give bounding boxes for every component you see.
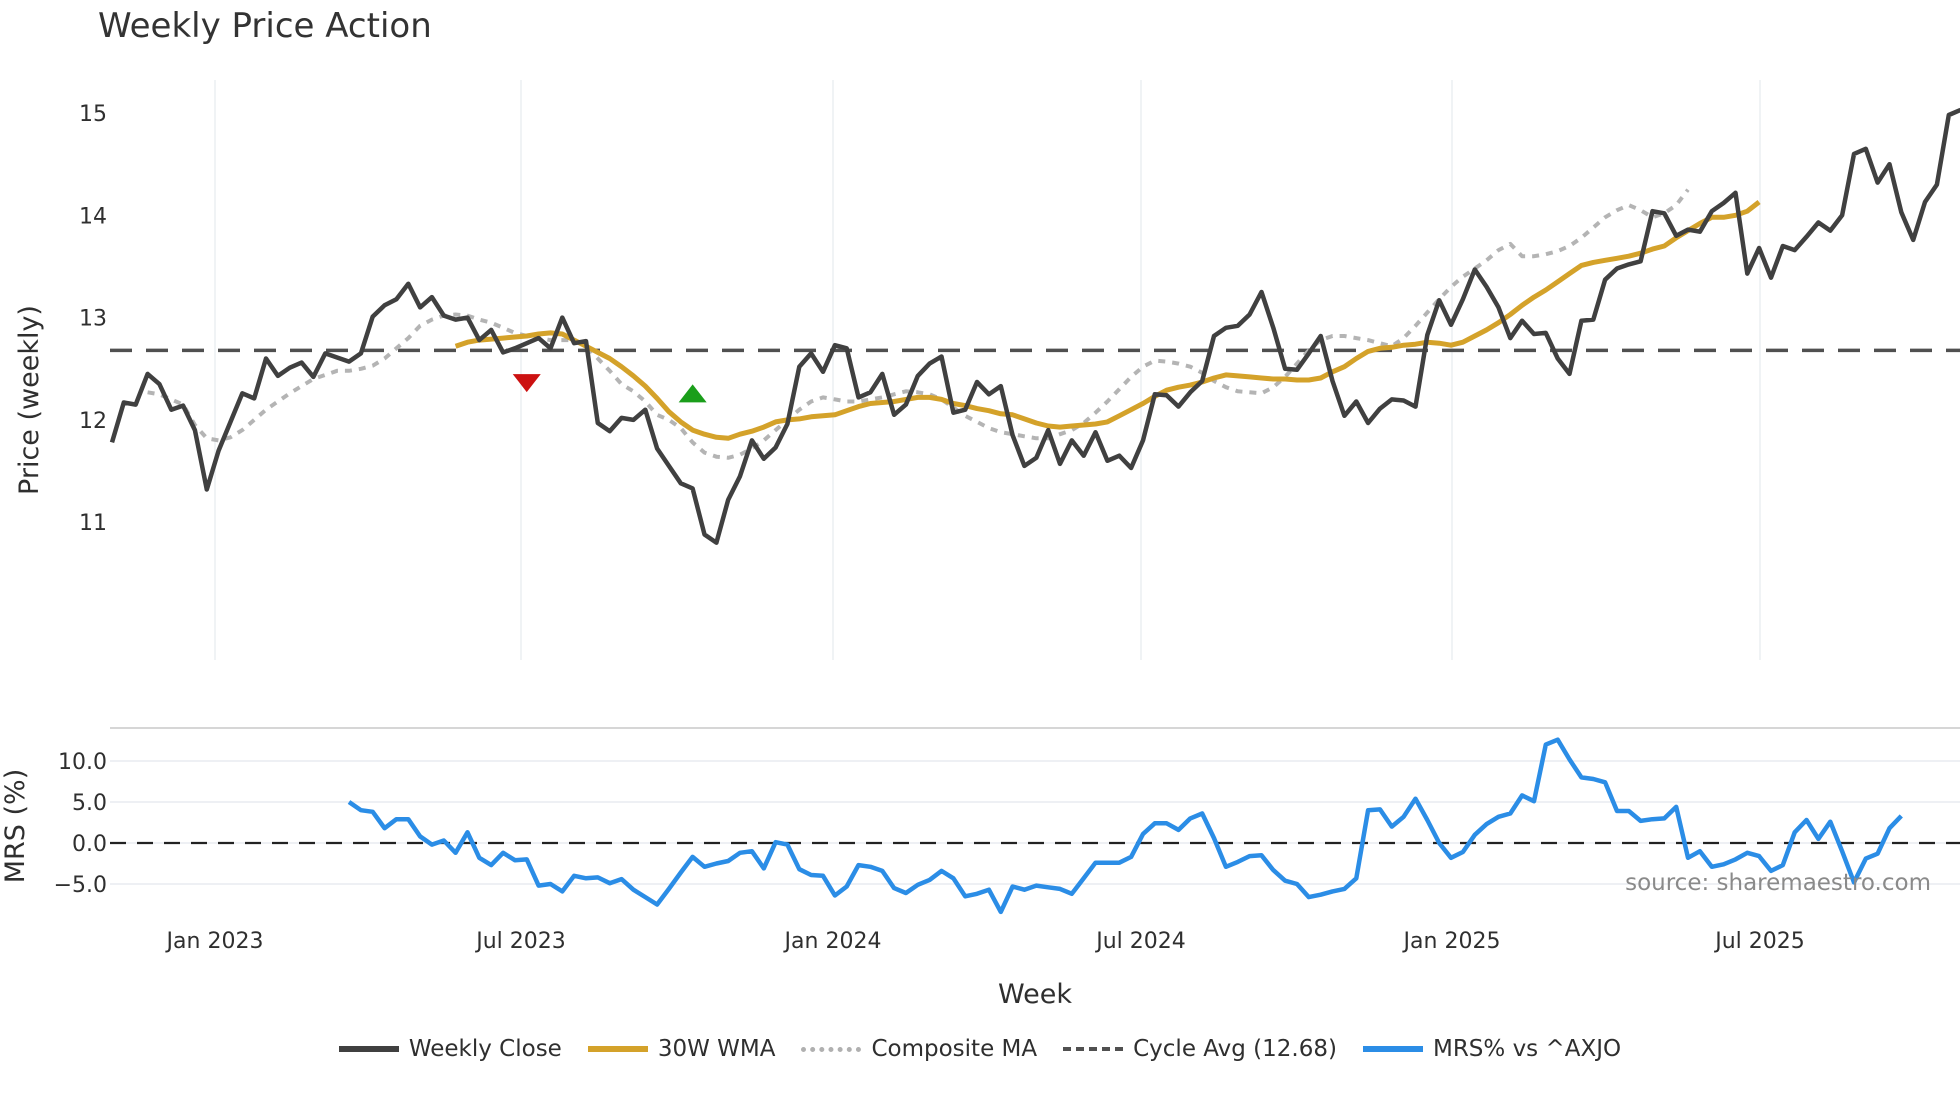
- price-gridlines: [214, 80, 1761, 660]
- price-tick-label: 11: [79, 511, 107, 536]
- reference-lines: [110, 348, 1960, 845]
- axis-ticks: Jan 2023 Jul 2023 Jan 2024 Jul 2024 Jan 2025…: [54, 102, 1805, 954]
- legend-label: Composite MA: [871, 1036, 1038, 1062]
- legend-swatch-icon: [338, 1046, 399, 1052]
- x-tick-label: Jan 2024: [783, 929, 882, 954]
- legend-item[interactable]: Weekly Close: [338, 1036, 562, 1062]
- price-tick-label: 12: [79, 409, 107, 434]
- chart-title: Weekly Price Action: [98, 6, 432, 46]
- mrs-axis-title: MRS (%): [0, 769, 31, 884]
- legend-label: 30W WMA: [657, 1036, 776, 1062]
- buy-signal-marker: [678, 384, 707, 403]
- x-tick-label: Jul 2024: [1094, 929, 1186, 954]
- signal-markers: [512, 374, 707, 403]
- legend: Weekly Close 30W WMA Composite MA Cycle Avg…: [0, 1036, 1960, 1062]
- legend-swatch-icon: [1063, 1047, 1124, 1051]
- price-tick-label: 14: [79, 204, 107, 229]
- legend-label: Weekly Close: [408, 1036, 562, 1062]
- mrs-gridlines: [110, 727, 1960, 885]
- mrs-tick-label: 10.0: [58, 750, 107, 775]
- legend-label: MRS% vs ^AXJO: [1432, 1036, 1622, 1062]
- x-tick-label: Jul 2023: [474, 929, 566, 954]
- legend-swatch-icon: [587, 1046, 648, 1052]
- x-tick-label: Jul 2025: [1713, 929, 1805, 954]
- mrs-tick-label: 0.0: [72, 832, 107, 857]
- legend-item[interactable]: Composite MA: [801, 1036, 1037, 1062]
- legend-item[interactable]: 30W WMA: [587, 1036, 776, 1062]
- x-tick-label: Jan 2025: [1402, 929, 1501, 954]
- price-axis-title: Price (weekly): [14, 305, 45, 495]
- price-tick-label: 15: [79, 102, 107, 127]
- legend-label: Cycle Avg (12.68): [1133, 1036, 1337, 1062]
- mrs-tick-label: 5.0: [72, 791, 107, 816]
- weekly-close-line: [109, 107, 1960, 545]
- series-layer: [109, 107, 1960, 915]
- mrs-line: [347, 737, 1903, 915]
- legend-item[interactable]: Cycle Avg (12.68): [1063, 1036, 1337, 1062]
- x-tick-label: Jan 2023: [165, 929, 264, 954]
- legend-item[interactable]: MRS% vs ^AXJO: [1362, 1036, 1622, 1062]
- mrs-tick-label: −5.0: [54, 873, 107, 898]
- legend-swatch-icon: [1362, 1046, 1423, 1052]
- x-axis-title: Week: [998, 979, 1072, 1010]
- price-tick-label: 13: [79, 307, 107, 332]
- wma-30w-line: [454, 200, 1761, 441]
- source-watermark: source: sharemaestro.com: [1625, 870, 1931, 896]
- sell-signal-marker: [512, 374, 541, 393]
- composite-ma-line: [147, 188, 1690, 460]
- legend-swatch-icon: [801, 1046, 862, 1052]
